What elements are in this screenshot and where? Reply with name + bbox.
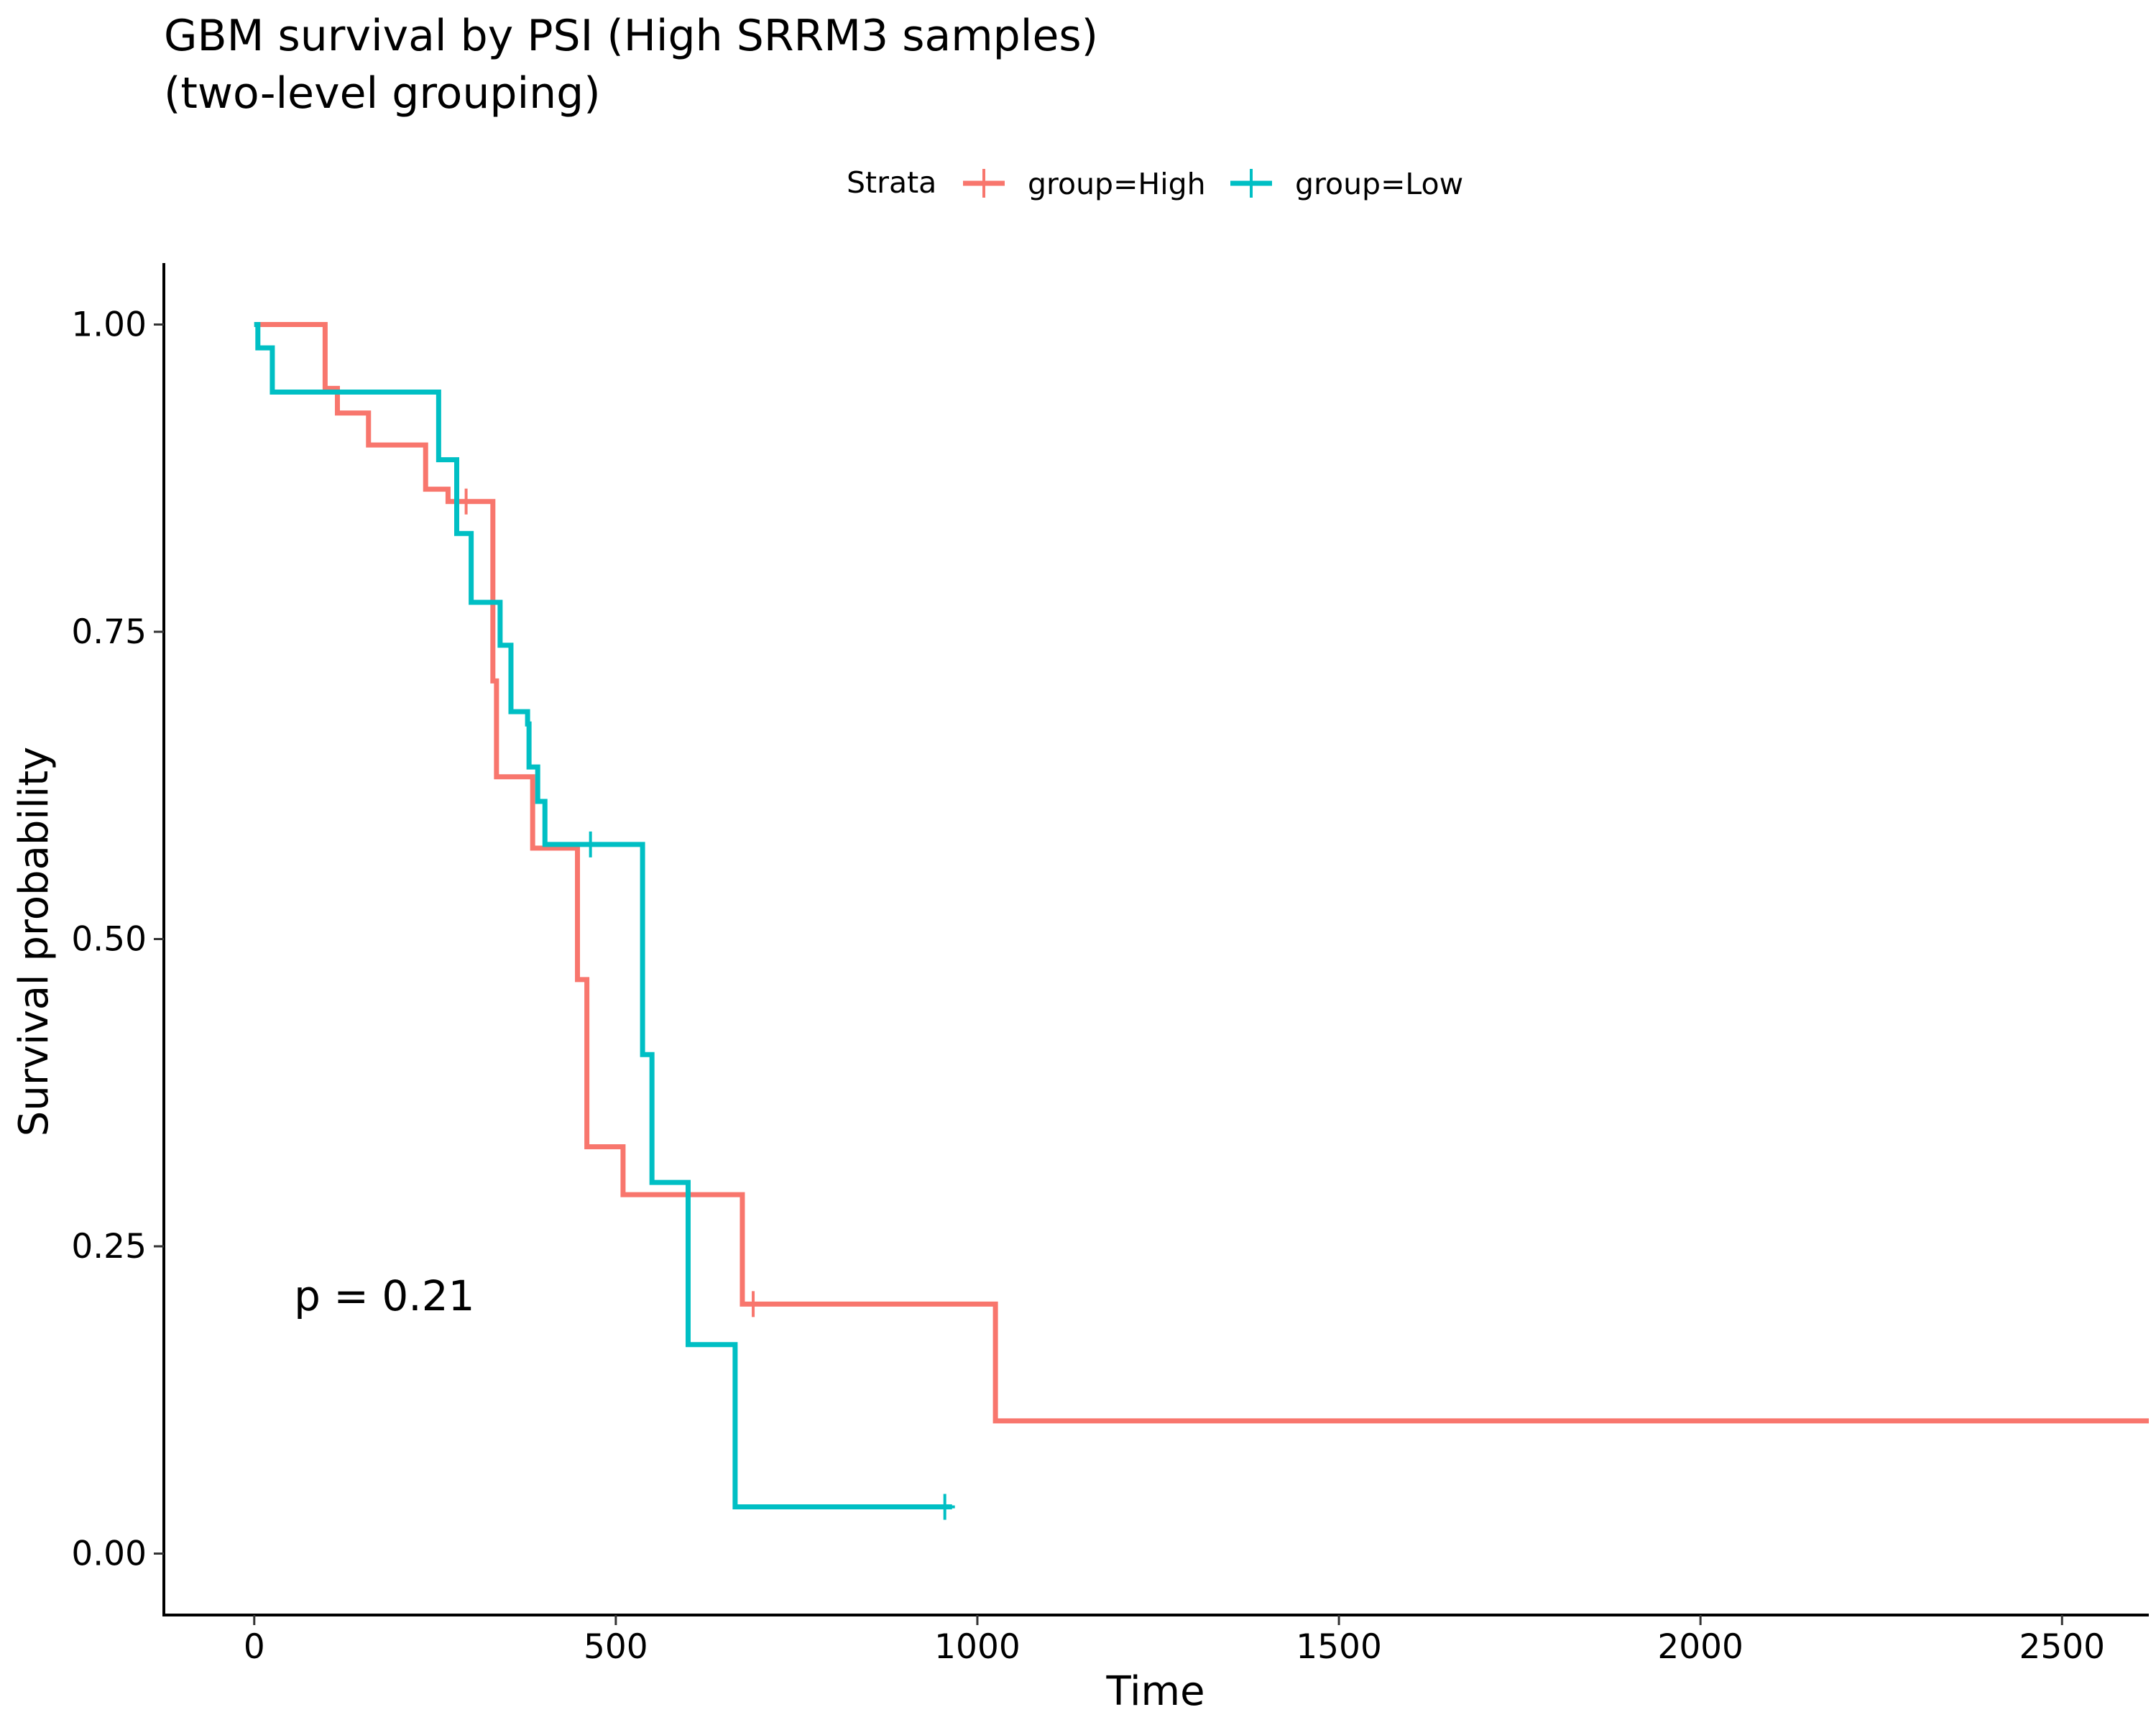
y-tick-label: 0.00 (71, 1535, 147, 1574)
x-tick-label: 0 (244, 1627, 265, 1667)
survival-curve-group-low (254, 322, 952, 1510)
plot-area (254, 322, 2149, 1520)
x-axis-title: Time (1105, 1668, 1204, 1715)
legend-title: Strata (847, 165, 936, 200)
x-tick-label: 1000 (934, 1627, 1021, 1667)
censor-mark-group-low (934, 1494, 955, 1520)
y-tick-label: 0.75 (71, 612, 147, 652)
legend-label: group=High (1028, 167, 1206, 201)
censor-mark-group-high (456, 488, 476, 515)
legend: Strata group=High group=Low (847, 165, 1463, 201)
x-tick-label: 1500 (1296, 1627, 1382, 1667)
y-tick-label: 0.25 (71, 1227, 147, 1266)
y-tick-label: 1.00 (71, 305, 147, 345)
legend-label: group=Low (1295, 167, 1463, 201)
censor-mark-group-low (580, 831, 601, 857)
x-tick-label: 2500 (2019, 1627, 2105, 1667)
x-tick-label: 500 (584, 1627, 648, 1667)
x-tick-label: 2000 (1657, 1627, 1743, 1667)
p-value-annotation: p = 0.21 (294, 1271, 474, 1320)
survival-curve-group-high (254, 322, 2149, 1424)
y-tick-label: 0.50 (71, 920, 147, 960)
chart-title-line-2: (two-level grouping) (164, 68, 601, 119)
y-axis-title: Survival probability (11, 747, 57, 1136)
censor-mark-group-high (743, 1291, 764, 1317)
axes: 0 500 1000 1500 2000 2500 0.00 0.25 0.50 0.75 1.00 (71, 263, 2149, 1667)
chart-title-line-1: GBM survival by PSI (High SRRM3 samples) (164, 11, 1098, 61)
